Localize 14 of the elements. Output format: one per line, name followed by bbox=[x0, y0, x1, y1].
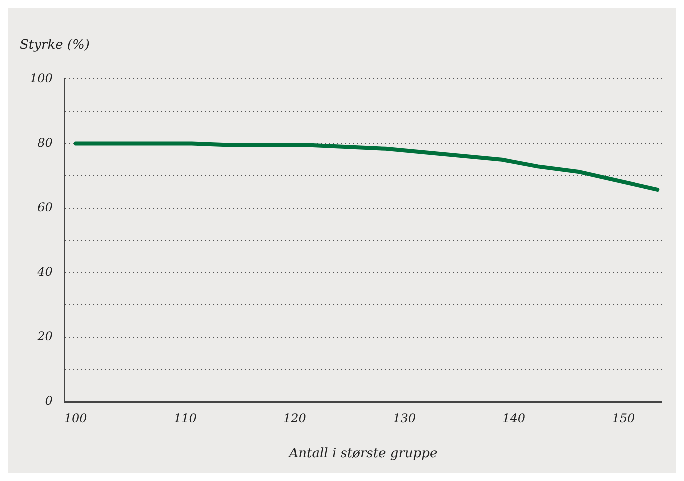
y-tick-label: 100 bbox=[30, 71, 54, 86]
x-tick-label: 130 bbox=[393, 411, 416, 426]
x-axis-title: Antall i største gruppe bbox=[288, 446, 438, 462]
x-tick-label: 100 bbox=[64, 411, 88, 426]
x-tick-label: 140 bbox=[502, 411, 526, 426]
x-tick-label: 120 bbox=[284, 411, 307, 426]
y-axis-title: Styrke (%) bbox=[20, 38, 90, 53]
y-tick-label: 0 bbox=[45, 394, 54, 408]
y-tick-label: 20 bbox=[36, 330, 54, 344]
x-tick-label: 150 bbox=[612, 411, 636, 426]
x-tick-label: 110 bbox=[174, 411, 198, 426]
y-tick-label: 80 bbox=[38, 136, 54, 150]
y-tick-label: 40 bbox=[36, 265, 54, 280]
y-tick-label: 60 bbox=[38, 200, 54, 214]
